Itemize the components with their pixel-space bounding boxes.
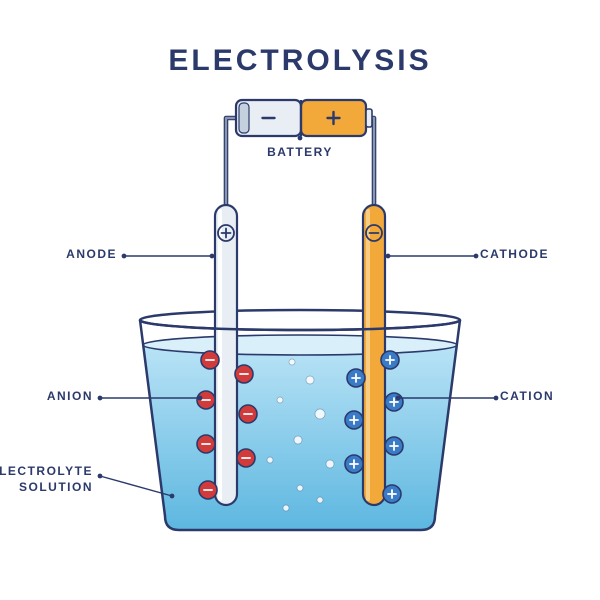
anode-label: ANODE	[66, 247, 117, 261]
electrolyte-label: ELECTROLYTE SOLUTION	[0, 463, 93, 495]
water	[143, 335, 457, 530]
cathode-label: CATHODE	[480, 247, 549, 261]
cation-label: CATION	[500, 389, 554, 403]
battery	[236, 100, 372, 136]
anion-label: ANION	[47, 389, 93, 403]
electrolysis-diagram	[0, 0, 600, 600]
battery-label: BATTERY	[0, 145, 600, 159]
